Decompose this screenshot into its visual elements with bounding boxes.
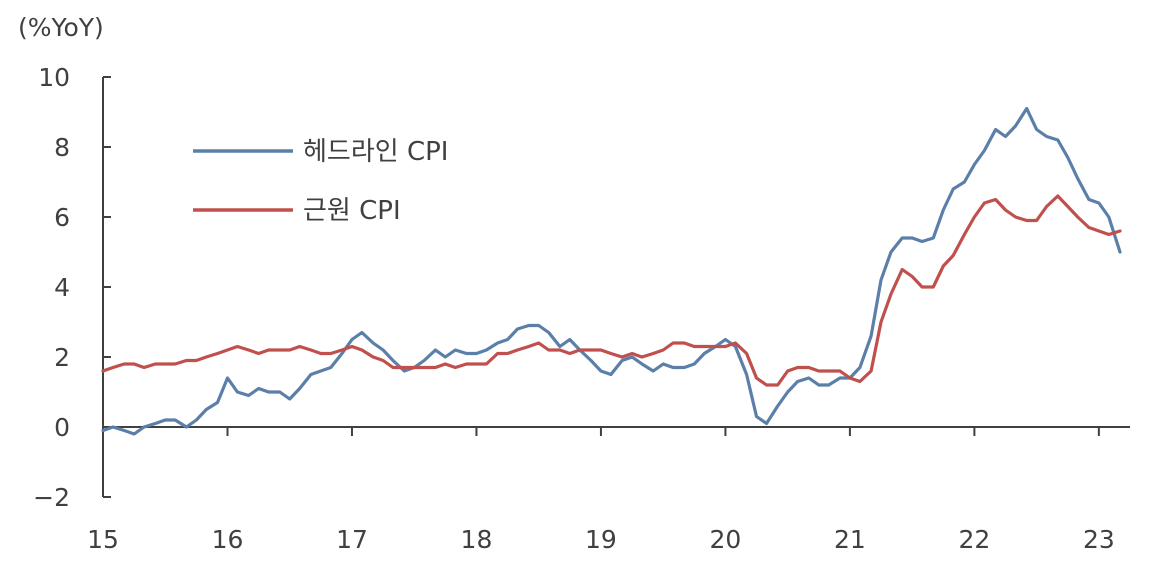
y-tick-label: 0 <box>54 413 70 442</box>
y-tick-label: 10 <box>38 63 70 92</box>
x-tick-label: 17 <box>336 525 368 554</box>
x-tick-label: 16 <box>212 525 244 554</box>
x-tick-label: 15 <box>87 525 119 554</box>
y-tick-label: 4 <box>54 273 70 302</box>
series-line-1 <box>101 106 1122 436</box>
x-axis: 15 16 17 18 19 20 21 22 23 <box>87 426 1130 554</box>
y-axis: −2 0 2 4 6 8 10 <box>33 63 111 512</box>
x-tick-label: 21 <box>834 525 866 554</box>
x-tick-label: 18 <box>461 525 493 554</box>
series-line-2 <box>101 194 1122 387</box>
x-tick-label: 23 <box>1083 525 1115 554</box>
y-tick-label: 8 <box>54 133 70 162</box>
y-tick-label: 2 <box>54 343 70 372</box>
y-tick-label: 6 <box>54 203 70 232</box>
x-tick-label: 20 <box>710 525 742 554</box>
legend: 헤드라인 CPI 근원 CPI <box>193 137 448 226</box>
series-layer <box>101 106 1122 436</box>
y-tick-label: −2 <box>33 483 70 512</box>
legend-label: 헤드라인 CPI <box>303 137 448 167</box>
x-tick-label: 19 <box>585 525 617 554</box>
x-tick-label: 22 <box>958 525 990 554</box>
y-unit-label: (%YoY) <box>18 13 104 42</box>
legend-label: 근원 CPI <box>303 196 401 226</box>
